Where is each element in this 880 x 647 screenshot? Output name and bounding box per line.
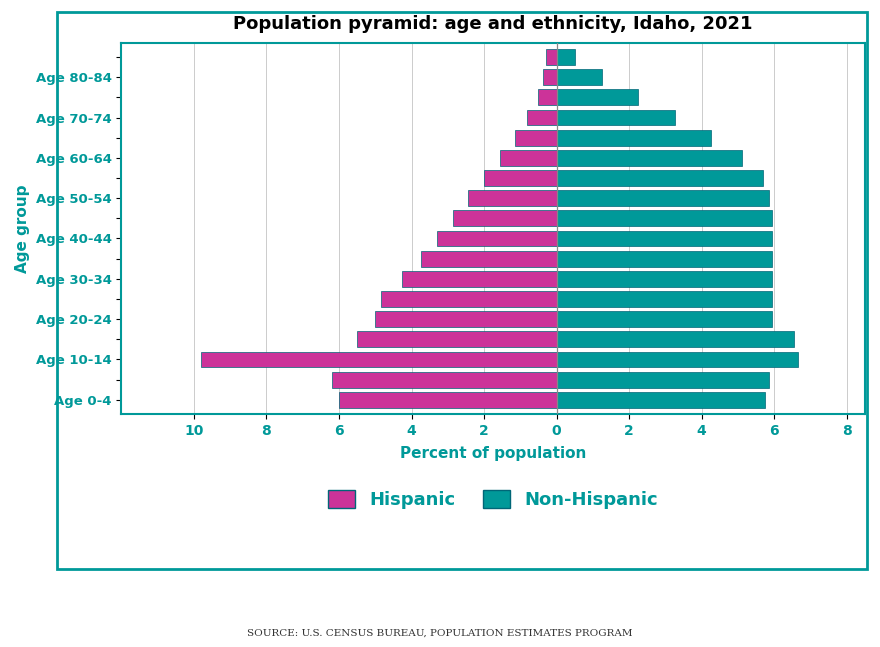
Bar <box>557 291 773 307</box>
Bar <box>453 210 557 226</box>
Bar <box>339 392 557 408</box>
Bar <box>375 311 557 327</box>
X-axis label: Percent of population: Percent of population <box>400 446 586 461</box>
Bar <box>557 109 675 126</box>
Bar <box>557 210 773 226</box>
Y-axis label: Age group: Age group <box>15 184 30 272</box>
Bar <box>357 331 557 347</box>
Bar <box>468 190 557 206</box>
Bar <box>557 331 795 347</box>
Legend: Hispanic, Non-Hispanic: Hispanic, Non-Hispanic <box>321 483 665 516</box>
Bar <box>202 351 557 367</box>
Bar <box>538 89 557 105</box>
Bar <box>557 170 764 186</box>
Bar <box>332 372 557 388</box>
Bar <box>557 372 769 388</box>
Bar <box>543 69 557 85</box>
Bar <box>484 170 557 186</box>
Bar <box>527 109 557 126</box>
Bar <box>557 271 773 287</box>
Bar <box>515 130 557 146</box>
Bar <box>402 271 557 287</box>
Bar <box>557 150 742 166</box>
Bar <box>557 190 769 206</box>
Bar <box>436 230 557 247</box>
Bar <box>557 69 602 85</box>
Bar <box>557 130 711 146</box>
Title: Population pyramid: age and ethnicity, Idaho, 2021: Population pyramid: age and ethnicity, I… <box>233 15 753 33</box>
Bar <box>557 89 638 105</box>
Bar <box>381 291 557 307</box>
Text: SOURCE: U.S. CENSUS BUREAU, POPULATION ESTIMATES PROGRAM: SOURCE: U.S. CENSUS BUREAU, POPULATION E… <box>247 628 633 637</box>
Bar <box>557 230 773 247</box>
Bar <box>557 392 766 408</box>
Bar <box>421 251 557 267</box>
Bar <box>501 150 557 166</box>
Bar <box>546 49 557 65</box>
Bar <box>557 49 576 65</box>
Bar <box>557 251 773 267</box>
Bar <box>557 311 773 327</box>
Bar <box>557 351 798 367</box>
